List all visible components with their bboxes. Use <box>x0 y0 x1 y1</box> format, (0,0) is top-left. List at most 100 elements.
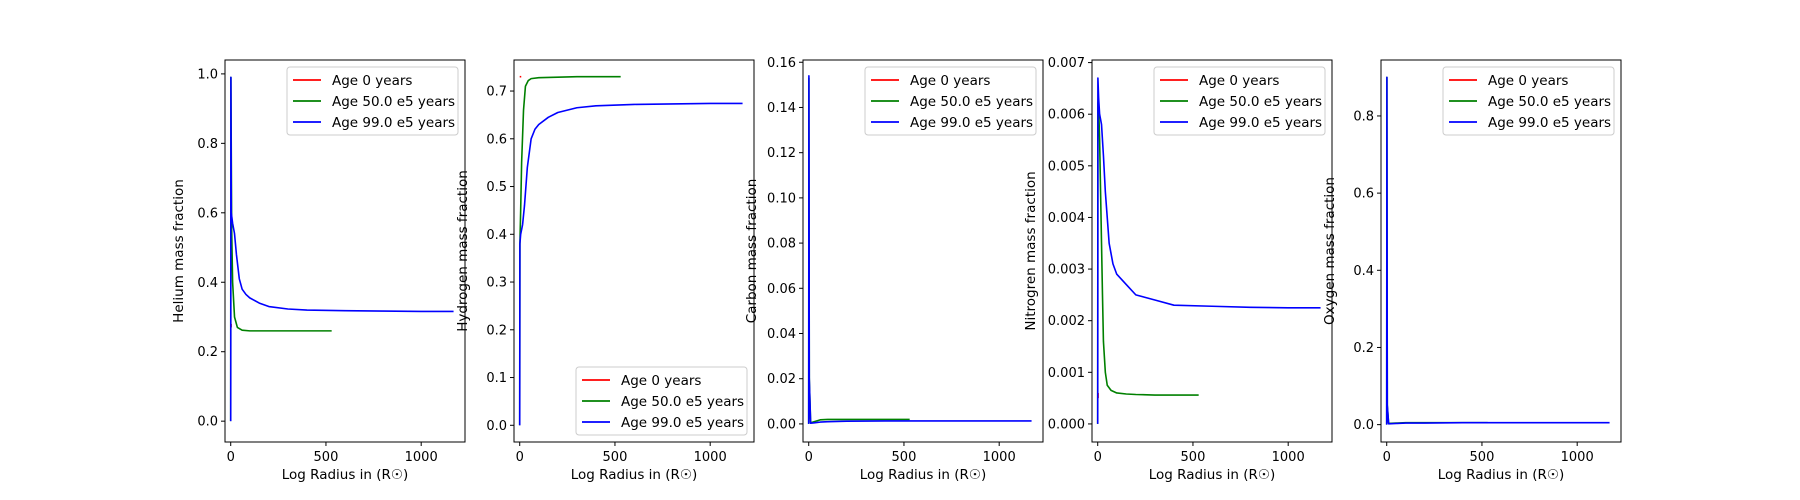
y-tick-label: 0.005 <box>1048 159 1085 174</box>
y-tick-label: 0.6 <box>197 206 218 221</box>
legend-box <box>1153 66 1326 136</box>
legend-label: Age 99.0 e5 years <box>621 415 744 431</box>
y-axis-label: Oxygen mass fraction <box>1322 177 1338 325</box>
x-tick-label: 0 <box>1383 450 1391 465</box>
y-tick-label: 0.004 <box>1048 211 1085 226</box>
x-tick-label: 1000 <box>1272 450 1305 465</box>
y-tick-label: 0.2 <box>486 323 507 338</box>
x-tick-label: 1000 <box>694 450 727 465</box>
legend-box <box>864 66 1037 136</box>
subplot-4: 0 500 1000 0.000 0.001 0.002 0.003 0.004 0.005 0.… <box>1023 56 1333 483</box>
y-tick-label: 0.0 <box>197 415 218 430</box>
series-line-3 <box>1385 76 1610 425</box>
y-axis-label: Helium mass fraction <box>171 179 187 323</box>
x-tick-label: 1000 <box>1561 450 1594 465</box>
y-tick-label: 0.04 <box>767 327 796 342</box>
y-tick-label: 1.0 <box>197 67 218 82</box>
y-tick-label: 0.1 <box>486 371 507 386</box>
y-tick-label: 0.00 <box>767 417 796 432</box>
y-tick-label: 0.4 <box>1353 264 1374 279</box>
y-tick-label: 0.001 <box>1048 366 1085 381</box>
y-tick-label: 0.4 <box>197 276 218 291</box>
legend-label: Age 99.0 e5 years <box>1199 115 1322 131</box>
legend-label: Age 99.0 e5 years <box>332 115 455 131</box>
y-tick-label: 0.0 <box>1353 418 1374 433</box>
legend-box <box>1442 66 1615 136</box>
y-tick-label: 0.2 <box>1353 341 1374 356</box>
legend: Age 0 years Age 50.0 e5 years Age 99.0 e5 … <box>864 66 1037 136</box>
y-tick-label: 0.6 <box>1353 187 1374 202</box>
legend-label: Age 50.0 e5 years <box>1199 94 1322 110</box>
x-tick-label: 0 <box>805 450 813 465</box>
x-axis-label: Log Radius in (R☉) <box>571 467 698 483</box>
legend-label: Age 0 years <box>1488 73 1568 89</box>
y-tick-label: 0.8 <box>1353 109 1374 124</box>
y-tick-label: 0.6 <box>486 132 507 147</box>
legend-label: Age 0 years <box>1199 73 1279 89</box>
x-axis-label: Log Radius in (R☉) <box>1438 467 1565 483</box>
subplot-1: 0 500 1000 0.0 0.2 0.4 0.6 0.8 1.0 Log Radius in … <box>171 59 466 483</box>
x-tick-label: 500 <box>892 450 917 465</box>
legend: Age 0 years Age 50.0 e5 years Age 99.0 e5 … <box>1153 66 1326 136</box>
x-tick-label: 0 <box>1094 450 1102 465</box>
y-axis-label: Hydrogen mass fraction <box>455 170 471 332</box>
legend-label: Age 0 years <box>910 73 990 89</box>
legend-label: Age 50.0 e5 years <box>332 94 455 110</box>
x-tick-label: 0 <box>227 450 235 465</box>
legend-label: Age 50.0 e5 years <box>1488 94 1611 110</box>
y-tick-label: 0.4 <box>486 228 507 243</box>
axes-frame <box>513 59 755 443</box>
series-line-3 <box>807 75 1032 425</box>
axes-frame <box>802 59 1044 443</box>
legend: Age 0 years Age 50.0 e5 years Age 99.0 e5 … <box>575 366 748 436</box>
y-tick-label: 0.16 <box>767 56 796 71</box>
x-tick-label: 1000 <box>983 450 1016 465</box>
legend-label: Age 50.0 e5 years <box>621 394 744 410</box>
legend-label: Age 0 years <box>621 373 701 389</box>
y-tick-label: 0.8 <box>197 137 218 152</box>
x-axis-label: Log Radius in (R☉) <box>860 467 987 483</box>
y-tick-label: 0.08 <box>767 237 796 252</box>
y-tick-label: 0.02 <box>767 372 796 387</box>
legend: Age 0 years Age 50.0 e5 years Age 99.0 e5 … <box>1442 66 1615 136</box>
y-tick-label: 0.12 <box>767 146 796 161</box>
x-tick-label: 500 <box>314 450 339 465</box>
y-tick-label: 0.000 <box>1048 417 1085 432</box>
y-axis-label: Nitrogren mass fraction <box>1023 171 1039 330</box>
subplot-3: 0 500 1000 0.00 0.02 0.04 0.06 0.08 0.10 0.12 0.14… <box>744 56 1044 483</box>
x-axis-label: Log Radius in (R☉) <box>282 467 409 483</box>
legend-box <box>575 366 748 436</box>
y-tick-label: 0.3 <box>486 276 507 291</box>
axes-frame <box>1091 59 1333 443</box>
x-tick-label: 500 <box>1181 450 1206 465</box>
subplot-5: 0 500 1000 0.0 0.2 0.4 0.6 0.8 Log Radius in (R☉… <box>1322 59 1622 483</box>
series-line-2 <box>518 75 621 426</box>
legend: Age 0 years Age 50.0 e5 years Age 99.0 e5 … <box>286 66 459 136</box>
y-tick-label: 0.0 <box>486 419 507 434</box>
y-tick-label: 0.007 <box>1048 56 1085 71</box>
y-axis-label: Carbon mass fraction <box>744 179 760 324</box>
x-axis-label: Log Radius in (R☉) <box>1149 467 1276 483</box>
y-tick-label: 0.5 <box>486 180 507 195</box>
x-tick-label: 1000 <box>405 450 438 465</box>
subplot-2: 0 500 1000 0.0 0.1 0.2 0.3 0.4 0.5 0.6 0.7 Log Radi… <box>455 59 755 483</box>
legend-label: Age 99.0 e5 years <box>1488 115 1611 131</box>
y-tick-label: 0.002 <box>1048 314 1085 329</box>
y-tick-label: 0.7 <box>486 85 507 100</box>
x-tick-label: 0 <box>516 450 524 465</box>
legend-label: Age 50.0 e5 years <box>910 94 1033 110</box>
legend-box <box>286 66 459 136</box>
y-tick-label: 0.006 <box>1048 108 1085 123</box>
y-tick-label: 0.10 <box>767 191 796 206</box>
series-line-3 <box>229 76 454 422</box>
y-tick-label: 0.003 <box>1048 263 1085 278</box>
x-tick-label: 500 <box>603 450 628 465</box>
axes-frame <box>1380 59 1622 443</box>
series-line-3 <box>518 102 743 426</box>
y-tick-label: 0.2 <box>197 345 218 360</box>
y-tick-label: 0.06 <box>767 282 796 297</box>
x-tick-label: 500 <box>1470 450 1495 465</box>
legend-label: Age 0 years <box>332 73 412 89</box>
legend-label: Age 99.0 e5 years <box>910 115 1033 131</box>
